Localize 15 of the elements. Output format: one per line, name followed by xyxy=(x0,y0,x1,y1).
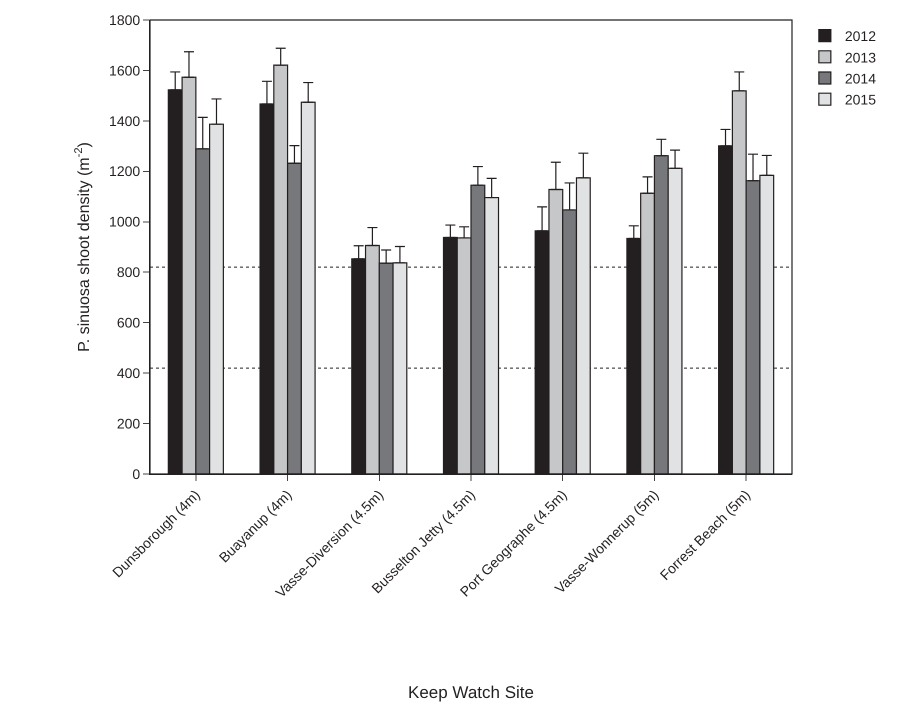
x-axis-title: Keep Watch Site xyxy=(408,683,534,702)
legend-label: 2015 xyxy=(844,92,876,108)
y-tick-label: 1600 xyxy=(109,62,140,78)
y-tick-label: 200 xyxy=(116,415,140,432)
y-tick-label: 600 xyxy=(116,314,140,331)
legend-label: 2012 xyxy=(844,28,876,44)
y-tick-label: 1400 xyxy=(109,112,140,129)
legend-label: 2013 xyxy=(844,49,876,66)
y-tick-label: 1000 xyxy=(109,214,140,230)
legend-label: 2014 xyxy=(844,70,876,86)
y-tick-label: 1200 xyxy=(109,163,140,180)
y-tick-label: 400 xyxy=(116,365,140,382)
y-tick-label: 0 xyxy=(132,466,140,482)
y-tick-label: 1800 xyxy=(109,12,140,28)
y-tick-label: 800 xyxy=(116,264,140,280)
